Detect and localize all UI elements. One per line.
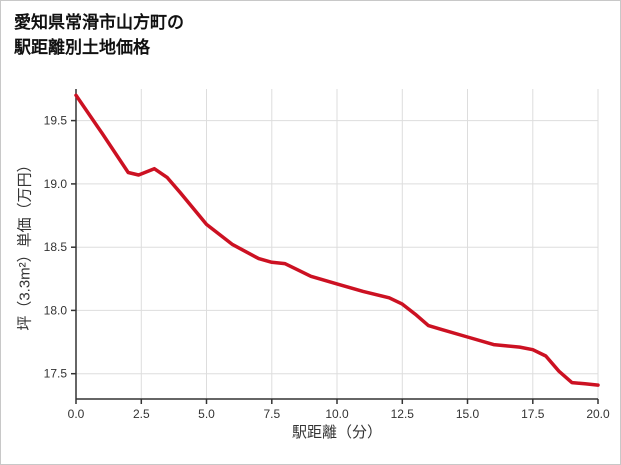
y-axis-label: 坪（3.3m²）単価（万円） xyxy=(16,157,34,331)
x-tick-label: 12.5 xyxy=(391,407,415,421)
y-tick-label: 19.5 xyxy=(44,114,68,128)
y-tick-label: 18.5 xyxy=(44,240,68,254)
y-tick-label: 17.5 xyxy=(44,367,68,381)
chart-title-line1: 愛知県常滑市山方町の xyxy=(14,13,184,32)
y-tick-label: 18.0 xyxy=(44,303,68,317)
x-tick-label: 10.0 xyxy=(325,407,349,421)
x-axis-label: 駅距離（分） xyxy=(291,424,382,441)
chart-title-line2: 駅距離別土地価格 xyxy=(14,37,150,57)
x-tick-label: 15.0 xyxy=(456,407,480,421)
y-tick-label: 19.0 xyxy=(44,177,68,191)
x-tick-label: 2.5 xyxy=(133,407,150,421)
x-tick-label: 17.5 xyxy=(521,407,545,421)
chart-title: 愛知県常滑市山方町の 駅距離別土地価格 xyxy=(14,11,184,60)
x-tick-label: 5.0 xyxy=(198,407,215,421)
x-tick-label: 20.0 xyxy=(586,407,610,421)
price-line xyxy=(74,93,600,387)
x-tick-label: 7.5 xyxy=(263,407,280,421)
x-tick-label: 0.0 xyxy=(68,407,85,421)
